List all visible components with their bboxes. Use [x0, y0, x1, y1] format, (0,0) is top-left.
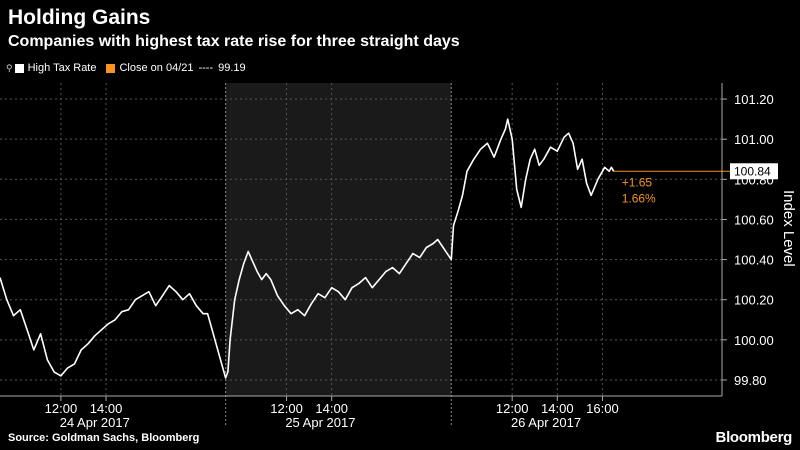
x-day-label: 26 Apr 2017 — [511, 415, 581, 430]
last-value-badge: 100.84 — [730, 163, 778, 180]
x-tick-label: 14:00 — [541, 401, 574, 416]
y-axis-ticks: 99.80100.00100.20100.40100.60100.80101.0… — [0, 83, 774, 397]
legend-series-label: High Tax Rate — [27, 62, 97, 74]
y-tick-label: 101.00 — [734, 132, 774, 147]
legend-close-dashes: ---- — [198, 62, 214, 74]
legend-close-label: Close on 04/21 — [119, 62, 194, 74]
y-tick-label: 100.40 — [734, 253, 774, 268]
x-axis-day-labels: 24 Apr 2017 25 Apr 2017 26 Apr 2017 — [60, 415, 581, 430]
legend-item-close: Close on 04/21 ---- 99.19 — [106, 62, 246, 74]
last-value-label: 100.84 — [734, 164, 771, 178]
legend: ⚲ High Tax Rate Close on 04/21 ---- 99.1… — [6, 62, 256, 74]
x-tick-label: 12:00 — [270, 401, 303, 416]
grid-lines — [0, 83, 722, 396]
bloomberg-logo: Bloomberg — [715, 429, 793, 446]
legend-swatch-close — [106, 63, 116, 73]
y-tick-label: 99.80 — [734, 373, 767, 388]
shaded-day-band — [225, 83, 452, 396]
x-tick-label: 16:00 — [586, 401, 619, 416]
pin-icon: ⚲ — [6, 62, 13, 73]
y-axis-label: Index Level — [780, 190, 797, 267]
y-tick-label: 100.20 — [734, 293, 774, 308]
series-line-high-tax-rate — [0, 118, 615, 379]
chart-subtitle: Companies with highest tax rate rise for… — [8, 33, 460, 50]
day-boundaries — [225, 83, 452, 426]
x-axis-ticks: 12:00 14:00 12:00 14:00 12:00 14:00 16:00 — [45, 396, 619, 416]
x-day-label: 25 Apr 2017 — [285, 415, 355, 430]
x-tick-label: 14:00 — [90, 401, 123, 416]
legend-swatch-series — [14, 63, 24, 73]
x-tick-label: 14:00 — [315, 401, 348, 416]
last-value-box — [730, 163, 778, 180]
legend-item-series: ⚲ High Tax Rate — [6, 62, 96, 74]
x-tick-label: 12:00 — [45, 401, 78, 416]
source-note: Source: Goldman Sachs, Bloomberg — [8, 432, 200, 444]
change-percent: 1.66% — [622, 191, 656, 205]
change-absolute: +1.65 — [622, 175, 653, 189]
y-tick-label: 101.20 — [734, 92, 774, 107]
chart-title: Holding Gains — [8, 6, 151, 29]
x-tick-label: 12:00 — [496, 401, 529, 416]
x-day-label: 24 Apr 2017 — [60, 415, 130, 430]
legend-close-value: 99.19 — [218, 62, 246, 74]
y-tick-label: 100.60 — [734, 212, 774, 227]
y-tick-label: 100.00 — [734, 333, 774, 348]
